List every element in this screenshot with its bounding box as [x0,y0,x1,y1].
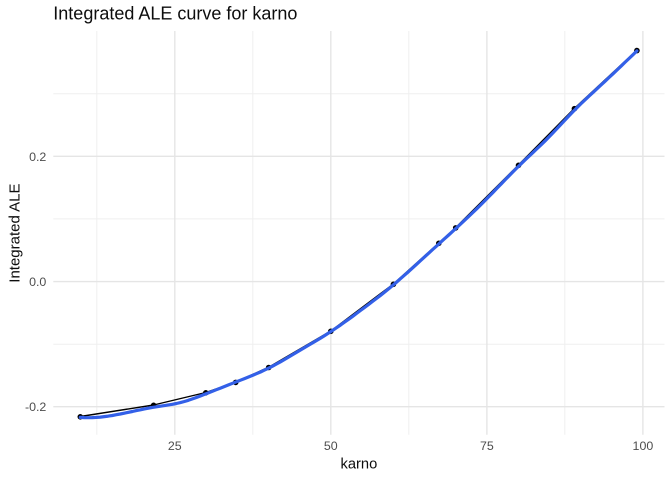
svg-text:50: 50 [324,439,338,453]
svg-text:Integrated ALE curve for karno: Integrated ALE curve for karno [53,4,297,24]
svg-text:25: 25 [168,439,182,453]
svg-text:75: 75 [480,439,494,453]
svg-text:100: 100 [633,439,654,453]
svg-text:Integrated ALE: Integrated ALE [7,183,24,282]
svg-text:-0.2: -0.2 [25,400,46,414]
svg-text:karno: karno [341,457,378,473]
svg-text:0.2: 0.2 [29,150,46,164]
svg-text:0.0: 0.0 [29,275,46,289]
